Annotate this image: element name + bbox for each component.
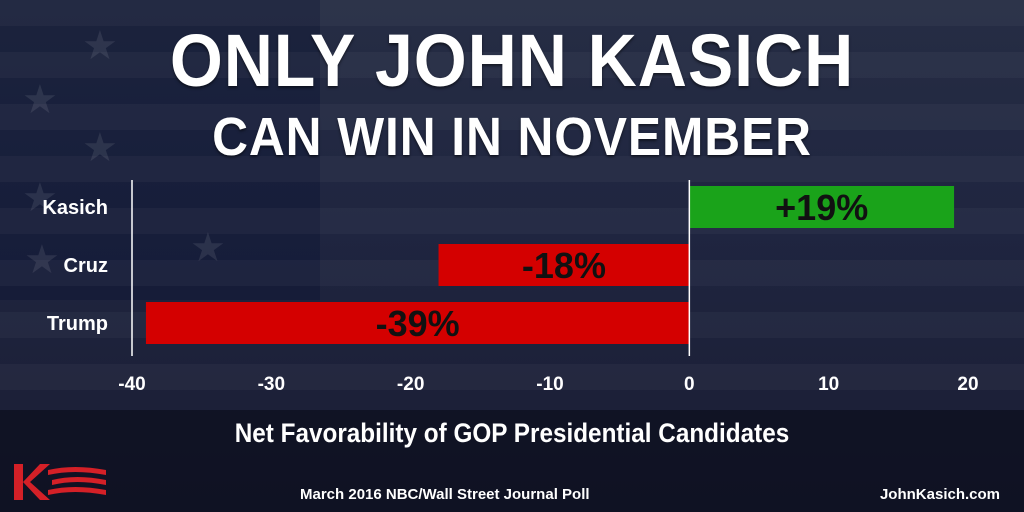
x-tick-label: 0 — [684, 374, 695, 395]
x-tick-label: -10 — [536, 374, 563, 395]
star-icon: ★ — [82, 125, 118, 171]
headline-title: ONLY JOHN KASICH — [169, 19, 855, 102]
flag-canton — [0, 0, 320, 300]
x-tick-label: 10 — [818, 374, 839, 395]
bar-cruz — [438, 244, 690, 286]
bar-kasich — [689, 186, 955, 228]
kasich-k-logo-icon — [14, 464, 106, 500]
category-label-kasich: Kasich — [42, 197, 108, 219]
x-tick-label: -30 — [258, 374, 285, 395]
category-label-cruz: Cruz — [64, 255, 108, 277]
source-note: March 2016 NBC/Wall Street Journal Poll — [300, 486, 590, 503]
website-link[interactable]: JohnKasich.com — [879, 486, 1000, 503]
bar-trump — [145, 302, 690, 344]
chart-text-group: +19% Kasich -18% Cruz -39% Trump -40 -30 -20 -10 0… — [42, 187, 978, 395]
x-tick-label: -20 — [397, 374, 424, 395]
data-label-cruz: -18% — [522, 245, 606, 286]
star-icon: ★ — [22, 77, 58, 123]
category-label-trump: Trump — [47, 313, 108, 335]
data-label-trump: -39% — [376, 303, 460, 344]
x-tick-label: 20 — [957, 374, 978, 395]
chart-bars-group — [145, 186, 955, 344]
star-icon: ★ — [190, 225, 226, 271]
footer-band — [0, 410, 1024, 512]
star-icon: ★ — [22, 175, 58, 221]
x-tick-label: -40 — [118, 374, 145, 395]
data-label-kasich: +19% — [775, 187, 868, 228]
chart-axes-group — [131, 180, 691, 356]
x-axis-label: Net Favorability of GOP Presidential Can… — [234, 418, 790, 448]
star-icon: ★ — [24, 237, 60, 283]
star-icon: ★ — [82, 23, 118, 69]
headline-subtitle: CAN WIN IN NOVEMBER — [212, 107, 812, 167]
